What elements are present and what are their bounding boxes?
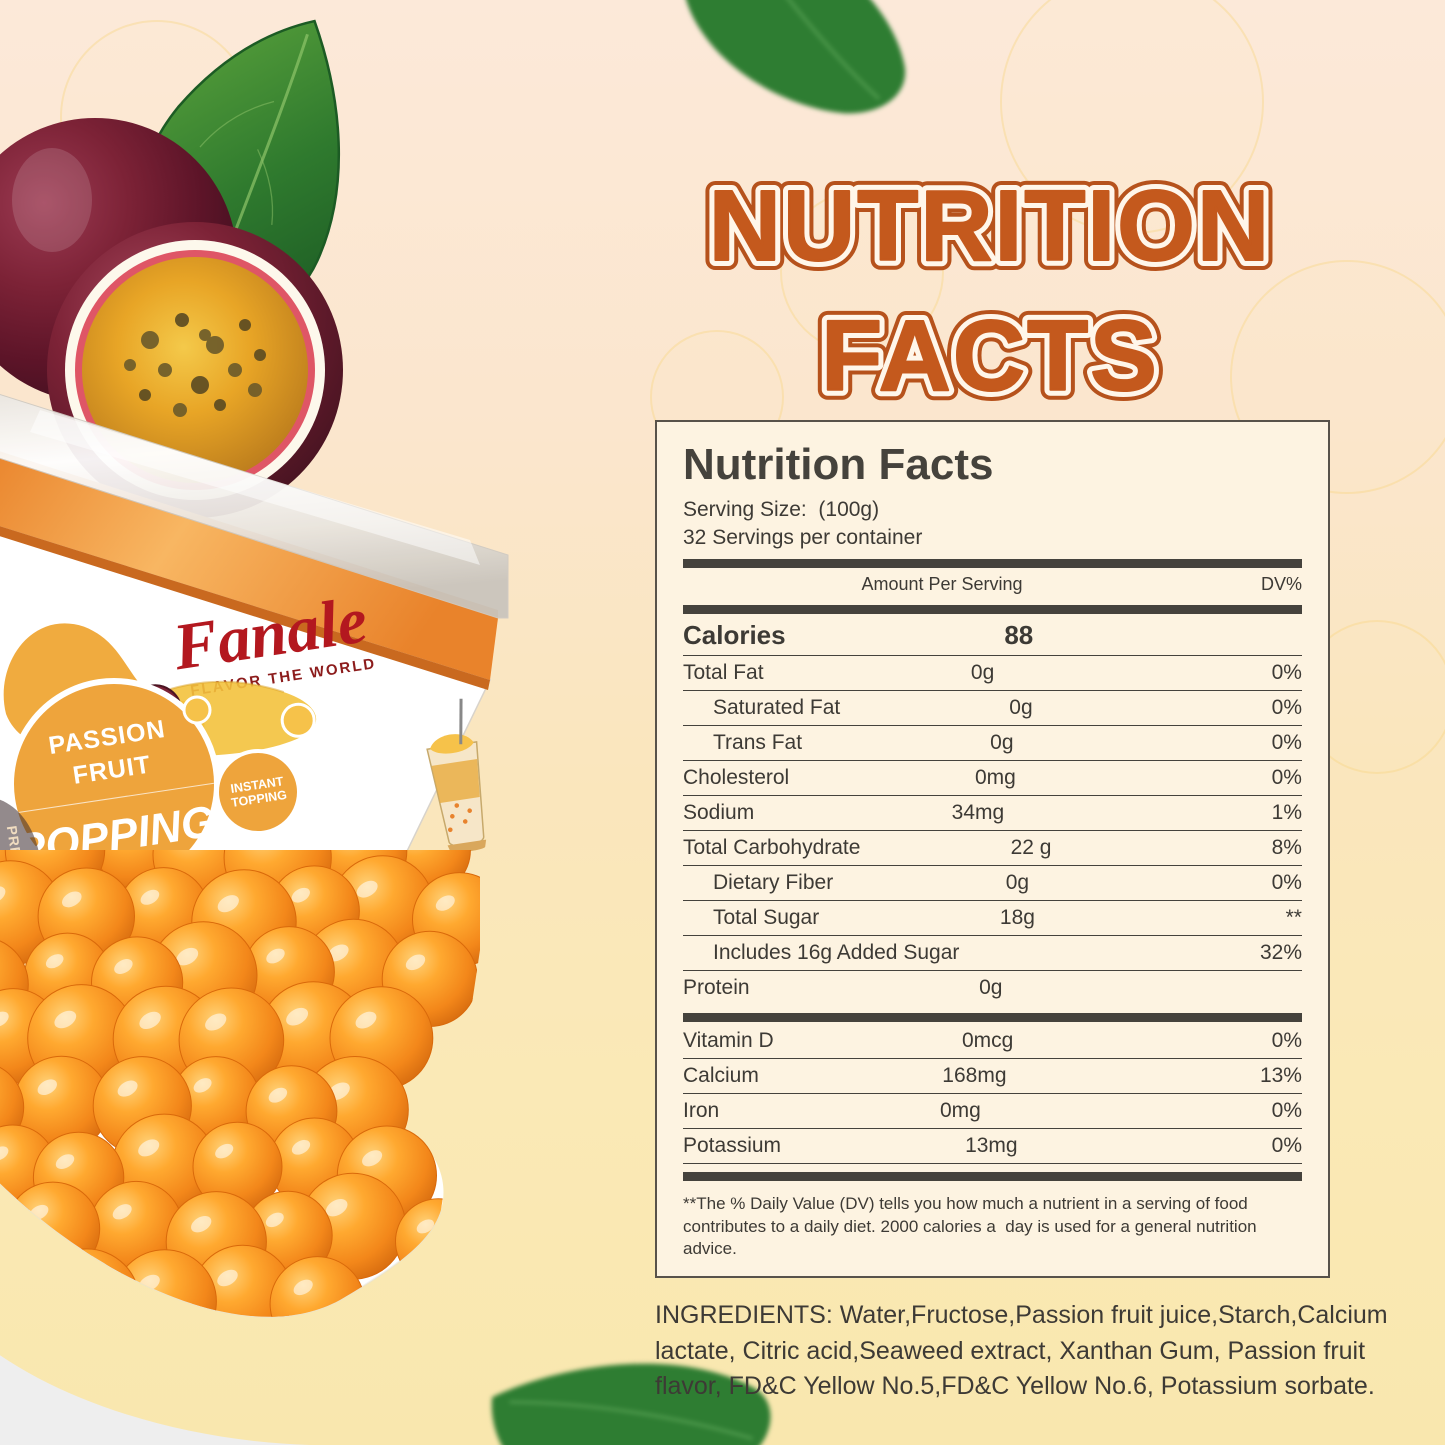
svg-text:NUTRITION: NUTRITION xyxy=(709,170,1271,282)
svg-text:FACTS: FACTS xyxy=(821,300,1159,412)
